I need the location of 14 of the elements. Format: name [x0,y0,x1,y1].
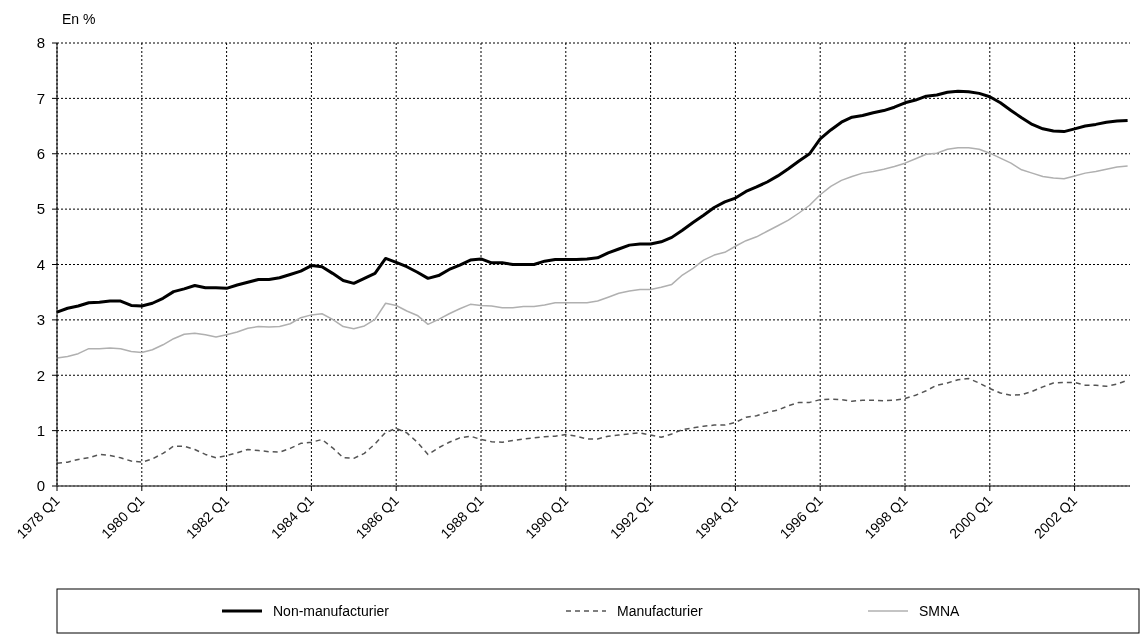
y-tick-label: 3 [36,311,45,329]
legend-label: Non-manufacturier [273,602,390,619]
y-axis-title: En % [62,11,96,27]
y-tick-label: 7 [36,89,45,107]
y-tick-label: 1 [36,421,45,439]
legend-label: Manufacturier [617,602,703,619]
y-tick-label: 4 [36,255,45,273]
y-tick-label: 5 [36,200,45,218]
line-series [56,146,1129,359]
legend-label: SMNA [919,602,961,619]
y-tick-label: 6 [36,145,45,162]
y-tick-label: 8 [36,34,45,52]
y-tick-label: 0 [36,477,45,495]
y-tick-label: 2 [36,366,45,384]
